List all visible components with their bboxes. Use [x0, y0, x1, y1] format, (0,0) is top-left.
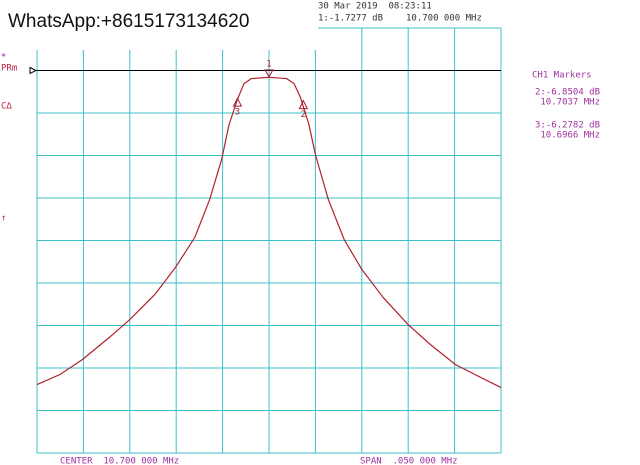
marker-readout: 2:-6.8504 dB — [535, 88, 600, 98]
marker-frequency: 10.6966 MHz — [540, 131, 600, 141]
marker-pointer — [298, 99, 309, 110]
marker-readout: 3:-6.2782 dB — [535, 121, 600, 131]
left-label: PRm — [1, 64, 17, 74]
marker-frequency: 10.7037 MHz — [540, 98, 600, 108]
date-time: 30 Mar 2019 08:23:11 — [318, 2, 432, 12]
marker-number: 3 — [235, 108, 240, 118]
marker-pointer — [232, 97, 243, 107]
left-label: * — [1, 53, 6, 63]
left-label: ↑ — [1, 214, 6, 224]
left-label: C∆ — [1, 102, 12, 112]
reference-pointer — [29, 66, 38, 75]
watermark-box — [0, 0, 318, 50]
center-label: CENTER 10.700 000 MHz — [60, 457, 179, 465]
span-label: SPAN .050 000 MHz — [360, 457, 458, 465]
marker-number: 2 — [301, 110, 306, 120]
marker-frequency: 10.700 000 MHz — [406, 14, 482, 24]
marker-number: 1 — [266, 59, 271, 69]
marker-readout: 1:-1.7277 dB — [318, 14, 383, 24]
marker-pointer — [264, 69, 274, 78]
marker-heading: CH1 Markers — [532, 71, 592, 81]
plot-area: *PRm C∆ ↑ 1 2 3 — [1, 27, 502, 454]
watermark: WhatsApp:+8615173134620 — [8, 11, 249, 32]
